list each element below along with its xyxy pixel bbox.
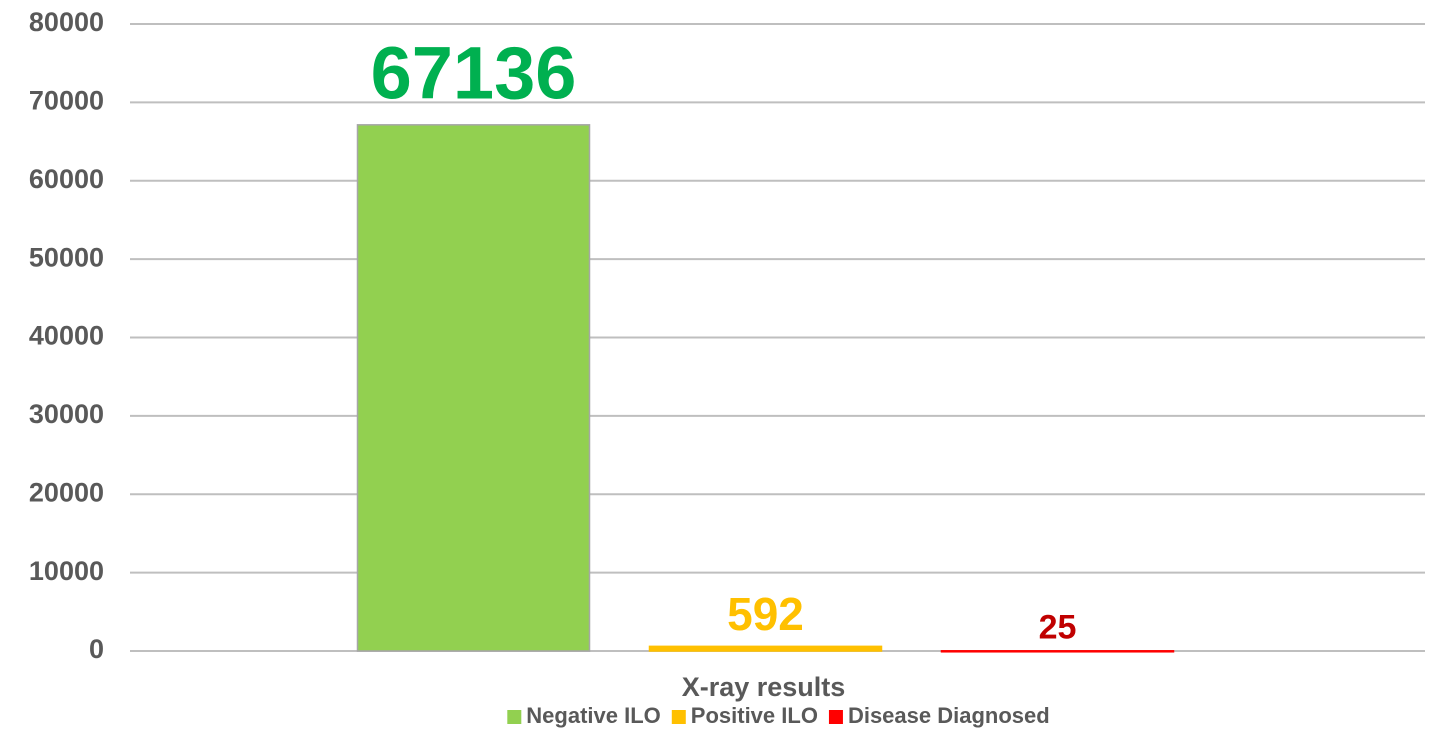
y-tick-label: 40000	[29, 321, 104, 351]
y-tick-label: 20000	[29, 477, 104, 507]
legend-label: Disease Diagnosed	[848, 703, 1050, 728]
y-tick-label: 30000	[29, 399, 104, 429]
y-tick-label: 10000	[29, 556, 104, 586]
value-label: 67136	[371, 31, 577, 114]
legend-swatch	[828, 710, 843, 724]
legend-swatch	[671, 710, 686, 724]
bar	[356, 124, 591, 652]
y-tick-label: 50000	[29, 242, 104, 272]
legend-swatch	[507, 710, 522, 724]
bar	[940, 650, 1175, 653]
legend-label: Positive ILO	[691, 703, 818, 728]
value-label: 25	[1039, 609, 1077, 647]
y-tick-label: 0	[89, 634, 104, 664]
x-axis-category: X-ray results	[682, 672, 846, 702]
value-label: 592	[727, 588, 804, 640]
y-tick-label: 80000	[29, 7, 104, 37]
y-tick-label: 70000	[29, 86, 104, 116]
y-tick-label: 60000	[29, 164, 104, 194]
legend-label: Negative ILO	[526, 703, 660, 728]
bar	[648, 645, 883, 652]
